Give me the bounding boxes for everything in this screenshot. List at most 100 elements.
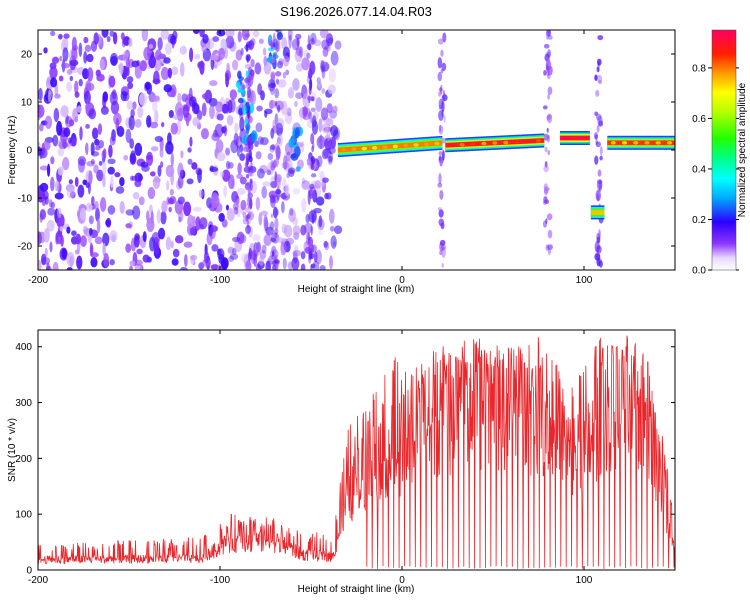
spectrogram-noise-blob — [138, 92, 148, 106]
spectrogram-noise-blob — [169, 35, 177, 45]
spectrogram-noise-blob — [235, 198, 240, 209]
spectrogram-noise-blob — [332, 129, 339, 139]
spectrogram-streak — [310, 107, 316, 112]
spectrogram-streak — [307, 232, 311, 241]
spectrogram-noise-blob — [319, 30, 329, 39]
spectrogram-noise-blob — [170, 152, 175, 167]
y-tick-label: -10 — [18, 194, 33, 205]
spectrogram-noise-blob — [50, 30, 56, 37]
spectrogram-noise-blob — [115, 186, 125, 194]
spectrogram-tone-cell — [411, 142, 416, 148]
spectrogram-tone-cell — [663, 140, 668, 146]
spectrogram-noise-blob — [132, 205, 141, 220]
spectrogram-noise-blob — [254, 62, 262, 75]
spectrogram-noise-blob — [94, 201, 99, 211]
spectrogram-tone-peak — [621, 141, 628, 145]
spectrogram-noise-blob — [60, 235, 64, 247]
spectrogram-noise-blob — [300, 263, 306, 270]
snr-frame — [37, 329, 676, 571]
spectrogram-noise-blob — [134, 118, 142, 128]
colorbar-label: Normalized spectral amplitude — [737, 82, 748, 217]
spectrogram-noise-blob — [90, 257, 98, 268]
spectrogram-tone-cell — [559, 135, 564, 141]
spectrogram-noise-blob — [236, 187, 246, 196]
spectrogram-tone-cell — [445, 142, 449, 148]
snr-panel: -200 -100 0 100 0 100 200 300 400 Height of str… — [7, 329, 676, 595]
spectrogram-noise-blob — [128, 37, 133, 48]
spectrogram-tone-cell — [464, 141, 468, 147]
spectrogram-noise-blob — [327, 37, 334, 44]
spectrogram-noise-blob — [329, 225, 335, 232]
spectrogram-noise-blob — [313, 251, 318, 263]
spectrogram-noise-blob — [125, 223, 132, 229]
spectrogram-noise-blob — [83, 90, 91, 105]
spectrogram-noise-blob — [189, 136, 193, 147]
spectrogram-noise-blob — [91, 195, 95, 206]
y-tick-label: 0 — [26, 566, 32, 577]
spectrogram-noise-blob — [160, 210, 167, 225]
spectrogram-noise-blob — [180, 266, 188, 270]
spectrogram-noise-blob — [59, 55, 63, 62]
spectrogram-tone-cell — [532, 138, 537, 144]
spectrogram-noise-blob — [154, 135, 164, 143]
spectrogram-noise-blob — [285, 69, 290, 76]
spectrogram-streak — [597, 169, 602, 177]
spectrogram-tone-cell — [590, 210, 595, 215]
spectrogram-noise-blob — [210, 264, 220, 270]
spectrogram-tone-cell — [419, 141, 424, 147]
spectrogram-noise-blob — [274, 217, 279, 231]
spectrogram-noise-blob — [172, 114, 182, 120]
spectrogram-noise-blob — [150, 146, 159, 152]
snr-y-axis: 0 100 200 300 400 — [15, 342, 675, 577]
spectrogram-streak — [441, 263, 444, 268]
spectrogram-noise-blob — [208, 97, 218, 107]
spectrogram-noise-blob — [183, 201, 192, 217]
spectrogram-streak — [438, 105, 442, 110]
spectrogram-noise-blob — [42, 139, 51, 151]
colorbar-frame — [711, 29, 737, 271]
spectrogram-noise-blob — [116, 125, 125, 138]
spectrogram-noise-blob — [187, 158, 193, 165]
spectrogram-tone-peak — [351, 147, 357, 152]
spectrogram-noise-blob — [300, 224, 307, 236]
spectrogram-streak — [547, 149, 551, 156]
spectrogram-noise-blob — [277, 133, 283, 147]
spectrogram-patch — [268, 35, 272, 42]
spectrogram-noise-blob — [334, 40, 342, 50]
spectrogram-tone-peak — [572, 136, 578, 140]
spectrogram-noise-blob — [159, 146, 164, 158]
spectrogram-noise-blob — [38, 259, 42, 270]
spectrogram-noise-blob — [126, 76, 134, 83]
spectrogram-noise-blob — [136, 60, 140, 66]
spectrogram-y-axis: -20 -10 0 10 20 — [18, 50, 675, 253]
spectrogram-tone-peak — [492, 141, 498, 145]
spectrogram-streak — [441, 100, 445, 113]
spectrogram-tone-cell — [497, 140, 501, 146]
spectrogram-tone-peak — [666, 141, 672, 145]
spectrogram-noise-blob — [129, 260, 136, 267]
spectrogram-noise-blob — [276, 173, 282, 189]
spectrogram-tone-cell — [453, 142, 457, 148]
spectrogram-noise-blob — [43, 47, 48, 54]
spectrogram-noise-blob — [170, 122, 178, 135]
spectrogram-streak — [246, 213, 251, 220]
spectrogram-streak — [250, 160, 253, 168]
spectrogram-noise-blob — [168, 109, 174, 119]
spectrogram-noise-blob — [102, 173, 106, 188]
spectrogram-noise-blob — [74, 249, 80, 255]
spectrogram-patch — [296, 166, 301, 172]
spectrogram-tone-cell — [378, 144, 383, 150]
y-tick-label: 300 — [15, 398, 32, 409]
spectrogram-noise-blob — [227, 99, 233, 114]
spectrogram-streak — [442, 89, 446, 102]
spectrogram-noise-blob — [126, 100, 133, 110]
spectrogram-noise-blob — [136, 248, 143, 255]
spectrogram-tone-peak — [633, 141, 639, 145]
spectrogram-tone-peak — [481, 141, 487, 146]
spectrogram-streak — [245, 260, 252, 270]
spectrogram-tone-cell — [570, 135, 574, 141]
spectrogram-noise-blob — [40, 253, 47, 266]
spectrogram-noise-blob — [261, 186, 268, 199]
spectrogram-streak — [441, 62, 447, 72]
spectrogram-noise-blob — [62, 47, 69, 62]
